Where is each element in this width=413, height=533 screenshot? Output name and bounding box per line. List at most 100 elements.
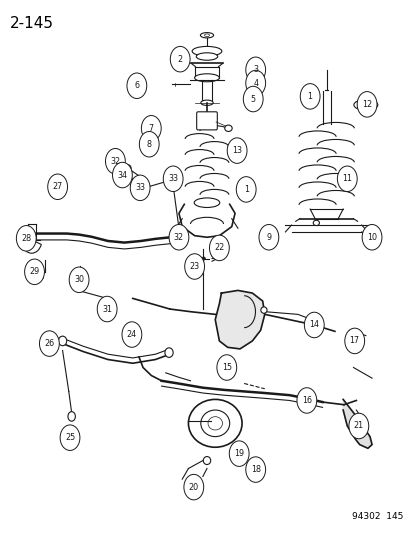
Circle shape xyxy=(243,86,263,112)
Ellipse shape xyxy=(58,336,66,346)
Text: 24: 24 xyxy=(126,330,137,339)
Text: 20: 20 xyxy=(188,482,198,491)
Circle shape xyxy=(209,235,229,261)
Text: 28: 28 xyxy=(21,234,31,243)
Circle shape xyxy=(227,138,247,164)
Text: 9: 9 xyxy=(266,233,271,242)
Circle shape xyxy=(356,92,376,117)
Text: 7: 7 xyxy=(148,124,154,133)
Circle shape xyxy=(163,166,183,191)
Text: 11: 11 xyxy=(342,174,351,183)
Ellipse shape xyxy=(303,392,309,399)
Text: 19: 19 xyxy=(234,449,244,458)
FancyBboxPatch shape xyxy=(196,112,217,130)
Circle shape xyxy=(348,413,368,439)
Ellipse shape xyxy=(351,337,358,343)
Circle shape xyxy=(60,425,80,450)
Circle shape xyxy=(296,387,316,413)
Wedge shape xyxy=(22,240,41,253)
Text: 25: 25 xyxy=(65,433,75,442)
Circle shape xyxy=(229,441,249,466)
Text: 27: 27 xyxy=(52,182,63,191)
Ellipse shape xyxy=(192,46,221,56)
Text: 17: 17 xyxy=(349,336,359,345)
Text: 16: 16 xyxy=(301,396,311,405)
Circle shape xyxy=(245,70,265,96)
Text: 13: 13 xyxy=(232,146,242,155)
Ellipse shape xyxy=(202,257,205,260)
Text: 2: 2 xyxy=(177,55,182,63)
Ellipse shape xyxy=(235,449,244,457)
Circle shape xyxy=(245,57,265,83)
Circle shape xyxy=(130,175,150,200)
Text: 15: 15 xyxy=(221,363,231,372)
Text: 29: 29 xyxy=(29,268,40,276)
Text: 6: 6 xyxy=(134,81,139,90)
Text: 1: 1 xyxy=(307,92,312,101)
Text: 23: 23 xyxy=(189,262,199,271)
Text: 30: 30 xyxy=(74,275,84,284)
Circle shape xyxy=(184,254,204,279)
Ellipse shape xyxy=(196,53,217,60)
Polygon shape xyxy=(342,399,371,448)
Text: 31: 31 xyxy=(102,304,112,313)
Circle shape xyxy=(139,132,159,157)
Text: 18: 18 xyxy=(250,465,260,474)
Text: 1: 1 xyxy=(243,185,248,194)
Ellipse shape xyxy=(260,307,266,313)
Ellipse shape xyxy=(194,74,219,82)
Ellipse shape xyxy=(188,399,242,447)
Circle shape xyxy=(47,174,67,199)
Ellipse shape xyxy=(313,220,319,225)
Ellipse shape xyxy=(353,100,377,110)
Ellipse shape xyxy=(194,198,219,207)
Circle shape xyxy=(337,166,356,191)
Circle shape xyxy=(122,322,142,348)
Circle shape xyxy=(69,267,89,293)
Circle shape xyxy=(245,457,265,482)
Text: 4: 4 xyxy=(253,78,258,87)
Circle shape xyxy=(183,474,203,500)
Ellipse shape xyxy=(75,274,84,284)
Ellipse shape xyxy=(68,411,75,421)
Circle shape xyxy=(361,224,381,250)
Text: 22: 22 xyxy=(214,244,224,253)
Ellipse shape xyxy=(103,303,111,313)
Ellipse shape xyxy=(200,100,213,106)
Circle shape xyxy=(259,224,278,250)
Ellipse shape xyxy=(224,125,232,132)
Circle shape xyxy=(127,73,146,99)
Ellipse shape xyxy=(203,457,210,465)
Text: 3: 3 xyxy=(253,66,258,74)
Text: 14: 14 xyxy=(309,320,318,329)
Circle shape xyxy=(169,224,188,250)
Circle shape xyxy=(39,331,59,357)
Ellipse shape xyxy=(138,183,145,190)
Text: 26: 26 xyxy=(44,339,55,348)
Text: 21: 21 xyxy=(353,422,363,431)
Text: 2-145: 2-145 xyxy=(10,15,54,30)
Text: 32: 32 xyxy=(173,233,183,242)
Ellipse shape xyxy=(175,232,182,239)
Ellipse shape xyxy=(45,346,53,354)
Text: 33: 33 xyxy=(168,174,178,183)
Polygon shape xyxy=(215,290,264,349)
Text: 12: 12 xyxy=(361,100,371,109)
Circle shape xyxy=(299,84,319,109)
Ellipse shape xyxy=(124,165,131,172)
Circle shape xyxy=(97,296,117,322)
Circle shape xyxy=(105,149,125,174)
Circle shape xyxy=(24,259,44,285)
Text: 34: 34 xyxy=(117,171,127,180)
Circle shape xyxy=(304,312,323,338)
Text: 5: 5 xyxy=(250,94,255,103)
Ellipse shape xyxy=(169,175,176,182)
Circle shape xyxy=(236,176,256,202)
Ellipse shape xyxy=(112,157,119,164)
Text: 32: 32 xyxy=(110,157,120,166)
Circle shape xyxy=(112,163,132,188)
Circle shape xyxy=(17,225,36,251)
Circle shape xyxy=(216,355,236,380)
Text: 8: 8 xyxy=(146,140,152,149)
Text: 94302  145: 94302 145 xyxy=(351,512,402,521)
